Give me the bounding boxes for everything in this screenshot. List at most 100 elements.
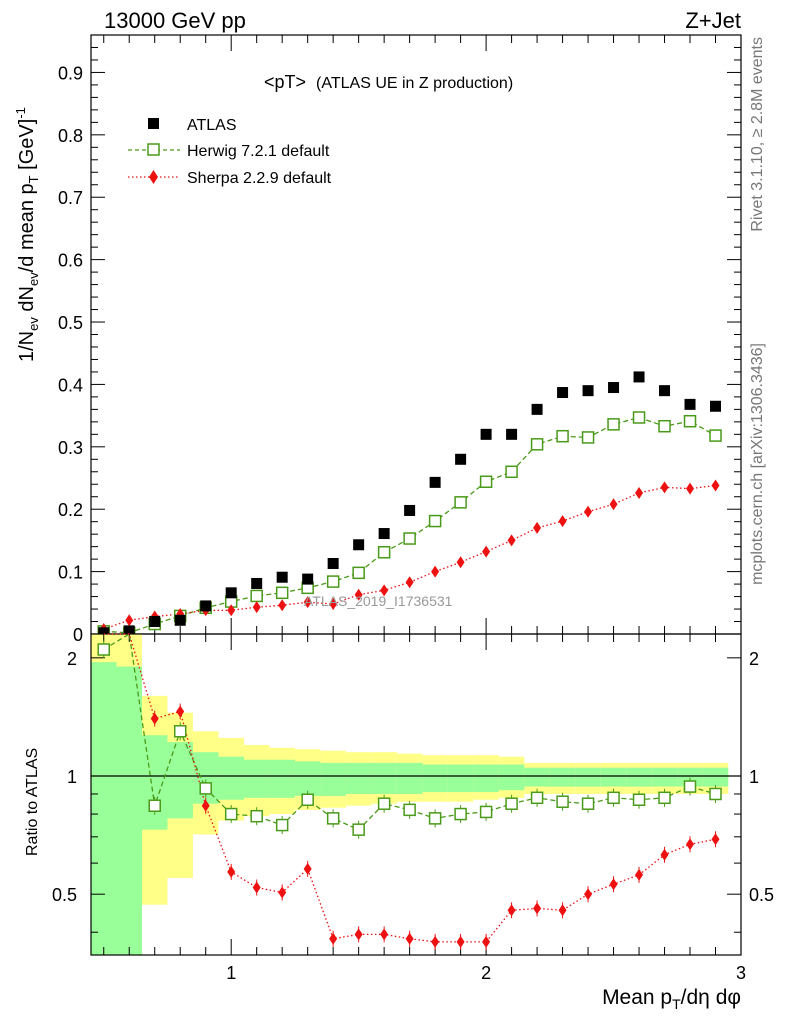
sherpa-ratio-point <box>201 799 210 812</box>
sherpa-main-point <box>584 505 593 518</box>
herwig-ratio-point <box>377 797 391 810</box>
energy-label: 13000 GeV pp <box>104 8 246 33</box>
herwig-ratio-point <box>275 818 289 832</box>
x-tick-label: 2 <box>481 963 491 983</box>
herwig-ratio-point <box>683 780 697 793</box>
sherpa-main-point <box>125 614 134 627</box>
herwig-ratio-point <box>632 793 646 807</box>
sherpa-ratio-point <box>482 935 491 948</box>
atlas-main-point <box>608 382 620 394</box>
herwig-main-point <box>428 514 442 528</box>
sherpa-ratio-point <box>635 868 644 881</box>
ratio-band-inner <box>371 762 397 794</box>
herwig-ratio-point <box>250 809 263 823</box>
herwig-ratio-point <box>97 643 110 656</box>
sherpa-main-point <box>558 515 567 528</box>
ratio-frame <box>90 633 742 956</box>
herwig-ratio-point <box>658 791 671 805</box>
ratio-band-inner <box>626 767 652 787</box>
process-label: Z+Jet <box>685 8 741 33</box>
atlas-main-point <box>404 504 416 516</box>
main-y-tick-label: 0.4 <box>58 375 83 395</box>
herwig-main-point <box>352 566 365 580</box>
sherpa-main-point <box>456 556 465 569</box>
herwig-ratio-point <box>556 795 569 808</box>
rivet-label: Rivet 3.1.10, ≥ 2.8M events <box>749 37 766 232</box>
sherpa-main-point <box>380 584 389 597</box>
herwig-main-point <box>326 575 340 588</box>
herwig-main-point <box>530 438 544 451</box>
sherpa-ratio-point <box>252 881 261 894</box>
main-y-tick-label: 0.8 <box>58 126 83 146</box>
main-y-tick-label: 0.9 <box>58 63 83 83</box>
atlas-main-point <box>251 577 263 589</box>
herwig-main-point <box>556 429 569 443</box>
sherpa-main-point <box>686 482 695 495</box>
ratio-band-inner <box>167 742 193 819</box>
sherpa-main-point <box>482 545 491 558</box>
ratio-y-tick-label-right: 1 <box>749 767 759 787</box>
herwig-ratio-point <box>224 807 238 821</box>
herwig-main-point <box>403 532 416 545</box>
sherpa-ratio-point <box>533 902 542 915</box>
ratio-band-inner <box>396 762 423 794</box>
herwig-ratio-point <box>581 797 595 810</box>
herwig-main-point <box>454 496 467 509</box>
sherpa-main-point <box>227 604 236 617</box>
herwig-ratio-point <box>505 797 518 810</box>
herwig-ratio-point <box>148 799 161 812</box>
herwig-main-point <box>581 431 595 444</box>
ratio-y-tick-label-right: 0.5 <box>749 885 774 905</box>
atlas-main-point <box>149 616 161 628</box>
sherpa-ratio-point <box>278 886 287 899</box>
ratio-band-inner <box>524 767 550 787</box>
ratio-band-inner <box>498 764 525 791</box>
ratio-band-inner <box>218 756 244 800</box>
sherpa-main-point <box>660 481 669 494</box>
sherpa-main-point <box>303 596 312 609</box>
legend-atlas-label: ATLAS <box>187 117 237 134</box>
ratio-band-inner <box>677 767 703 787</box>
legend: ATLAS Herwig 7.2.1 default Sherpa 2.2.9 … <box>128 117 332 187</box>
herwig-ratio-point <box>403 803 416 817</box>
atlas-main-point <box>684 398 696 410</box>
legend-herwig-label: Herwig 7.2.1 default <box>187 143 330 160</box>
sherpa-ratio-point <box>558 904 567 917</box>
atlas-main-point <box>378 528 390 540</box>
sherpa-ratio-point <box>380 928 389 941</box>
main-y-tick-label: 0.6 <box>58 251 83 271</box>
herwig-main-point <box>505 465 518 479</box>
sherpa-ratio-point <box>329 932 338 945</box>
herwig-ratio-point <box>607 791 620 805</box>
ratio-band-inner <box>91 662 117 955</box>
atlas-main-point <box>659 385 671 397</box>
atlas-main-point <box>531 403 543 415</box>
ratio-y-axis-label: Ratio to ATLAS <box>24 748 41 856</box>
ratio-panel: 1 2 3 0.5 0.5 1 1 2 2 <box>52 632 774 983</box>
atlas-main-point <box>123 625 135 637</box>
ratio-band-inner <box>651 767 678 787</box>
herwig-ratio-point <box>428 812 442 825</box>
plot-title-main: <pT> <box>264 72 306 92</box>
sherpa-ratio-point <box>227 865 236 878</box>
sherpa-ratio-point <box>660 848 669 861</box>
main-y-tick-label: 0.1 <box>58 563 83 583</box>
mcplots-label: mcplots.cern.ch [arXiv:1306.3436] <box>749 343 766 585</box>
sherpa-main-point <box>507 534 516 547</box>
herwig-main-point <box>709 429 722 442</box>
sherpa-ratio-point <box>609 878 618 891</box>
herwig-main-point <box>250 589 263 603</box>
atlas-main-point <box>582 385 594 397</box>
ratio-y-tick-label-right: 2 <box>749 649 759 669</box>
legend-sherpa-label: Sherpa 2.2.9 default <box>187 170 332 187</box>
atlas-main-point <box>353 539 365 551</box>
sherpa-ratio-point <box>150 712 159 725</box>
atlas-main-point <box>429 476 441 488</box>
legend-atlas-marker <box>148 118 159 129</box>
sherpa-ratio-point <box>584 888 593 901</box>
sherpa-ratio-point <box>431 935 440 948</box>
ratio-band-inner <box>473 764 499 793</box>
ratio-band-inner <box>294 761 321 796</box>
herwig-main-point <box>275 586 289 600</box>
